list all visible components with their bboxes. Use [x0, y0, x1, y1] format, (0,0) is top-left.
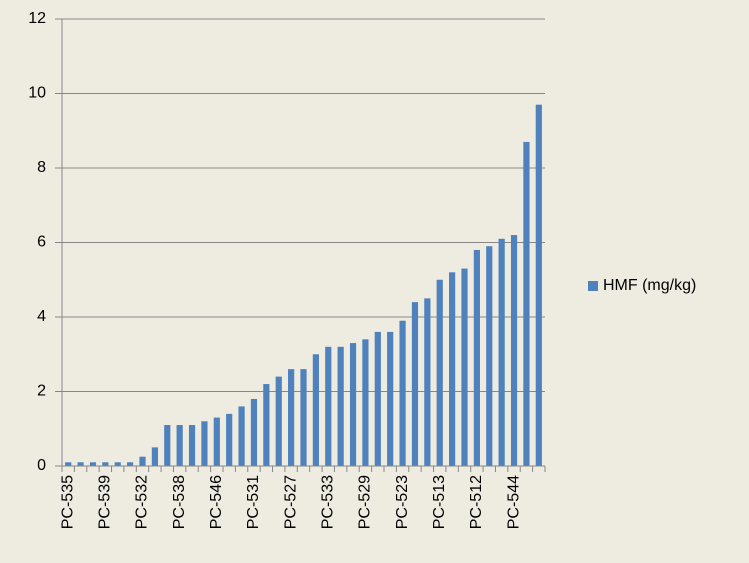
- bar: [510, 235, 518, 466]
- bar: [387, 331, 394, 466]
- bar: [176, 425, 183, 466]
- bar: [263, 384, 270, 466]
- x-tick-label: PC-533: [319, 475, 336, 529]
- bar: [250, 398, 258, 466]
- bar: [312, 354, 319, 466]
- x-tick-label: PC-527: [282, 475, 299, 529]
- bar: [151, 447, 158, 466]
- bar: [325, 346, 332, 466]
- x-tick-label: PC-546: [208, 475, 225, 529]
- legend-swatch: [588, 281, 598, 291]
- bar: [523, 141, 530, 467]
- bar: [164, 425, 171, 466]
- y-tick-label: 2: [37, 383, 46, 400]
- bar: [65, 462, 72, 466]
- y-tick-label: 6: [37, 234, 46, 251]
- y-tick-label: 0: [37, 457, 46, 474]
- x-tick-label: PC-539: [97, 475, 114, 529]
- bar: [436, 279, 443, 466]
- y-tick-label: 12: [28, 10, 46, 27]
- bar: [139, 456, 146, 466]
- x-tick-label: PC-513: [431, 475, 448, 529]
- x-tick-label: PC-538: [171, 475, 188, 529]
- bar: [226, 413, 233, 466]
- bar: [288, 369, 295, 466]
- legend-label: HMF (mg/kg): [603, 277, 696, 294]
- bar: [114, 462, 121, 466]
- bar: [374, 331, 381, 466]
- bar: [535, 104, 542, 467]
- bar: [213, 417, 220, 466]
- bar: [337, 346, 344, 466]
- bar: [411, 302, 419, 466]
- bar: [300, 369, 307, 466]
- x-tick-label: PC-529: [357, 475, 374, 529]
- bar: [399, 320, 406, 466]
- x-tick-label: PC-532: [134, 475, 151, 529]
- bar: [486, 246, 493, 466]
- y-tick-label: 10: [28, 85, 46, 102]
- bar: [473, 249, 480, 466]
- bar: [89, 462, 97, 466]
- y-tick-label: 4: [37, 308, 46, 325]
- bar: [449, 272, 456, 466]
- x-tick-label: PC-531: [245, 475, 262, 529]
- x-tick-label: PC-512: [468, 475, 485, 529]
- x-tick-label: PC-544: [505, 475, 522, 529]
- bar: [102, 462, 109, 466]
- bar: [424, 298, 431, 466]
- bar: [127, 462, 134, 466]
- bar: [77, 462, 84, 466]
- bar: [238, 406, 245, 466]
- bar: [349, 343, 357, 466]
- bar: [188, 425, 196, 466]
- bar: [275, 376, 282, 466]
- y-tick-label: 8: [37, 159, 46, 176]
- bar: [498, 238, 505, 466]
- x-tick-label: PC-535: [59, 475, 76, 529]
- bar: [461, 268, 468, 466]
- bar: [201, 421, 208, 466]
- x-tick-label: PC-523: [394, 475, 411, 529]
- bar: [362, 339, 369, 466]
